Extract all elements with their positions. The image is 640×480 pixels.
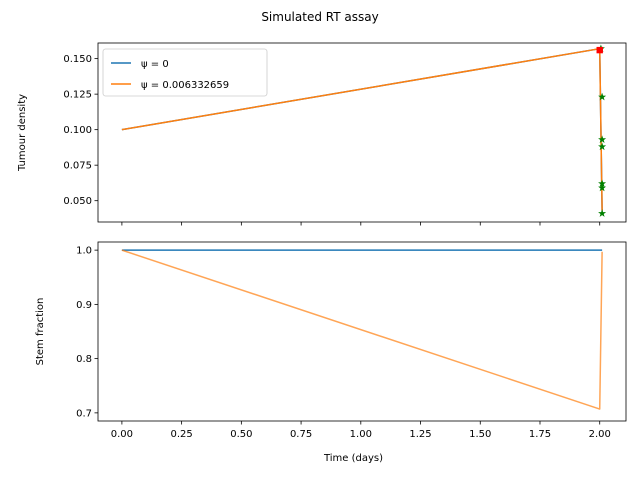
y-tick-label: 0.125 [63,90,92,101]
legend-box [102,48,268,97]
x-tick-label: 0.75 [290,429,312,440]
y-tick-label: 0.9 [76,300,92,311]
y-tick-label: 0.050 [63,196,92,207]
marker-star-green [598,135,607,143]
x-tick-label: 0.50 [230,429,252,440]
axes-frame [97,42,627,223]
y-tick-label: 0.8 [76,354,92,365]
y-tick-label: 0.075 [63,161,92,172]
series-group [121,249,603,410]
legend-label: ψ = 0.006332659 [141,80,229,91]
marker-star-green [598,183,607,192]
series-group [121,44,607,217]
x-tick-label: 0.00 [111,429,133,440]
marker-star-green [598,179,607,188]
x-tick-label: 1.25 [409,429,431,440]
y-tick-label: 1.0 [76,246,92,257]
series-line-psi-nonzero [121,249,603,410]
y-axis-label: Tumour density [17,94,28,172]
marker-star-green [598,142,607,151]
x-tick-label: 0.25 [170,429,192,440]
panel-tumour-density: 0.050 0.075 0.100 0.125 0.150 Tumour density ψ… [17,42,627,226]
x-tick-label: 1.00 [350,429,372,440]
y-tick-label: 0.150 [63,54,92,65]
panel-stem-fraction: 0.00 0.25 0.50 0.75 1.00 1.25 1.50 1.75 2.00 0.7 0… [35,241,627,440]
legend-label: ψ = 0 [141,59,169,70]
x-axis-label: Time (days) [323,453,383,464]
y-axis-label: Stem fraction [35,298,46,366]
marker-square-red [596,46,603,54]
marker-star-green [598,209,607,217]
x-tick-label: 1.50 [469,429,491,440]
y-tick-label: 0.7 [76,408,92,419]
axes-frame [97,241,627,422]
marker-star-green [598,92,607,101]
chart-suptitle: Simulated RT assay [261,10,378,24]
x-tick-label: 2.00 [589,429,611,440]
y-tick-label: 0.100 [63,125,92,136]
x-tick-label: 1.75 [529,429,551,440]
